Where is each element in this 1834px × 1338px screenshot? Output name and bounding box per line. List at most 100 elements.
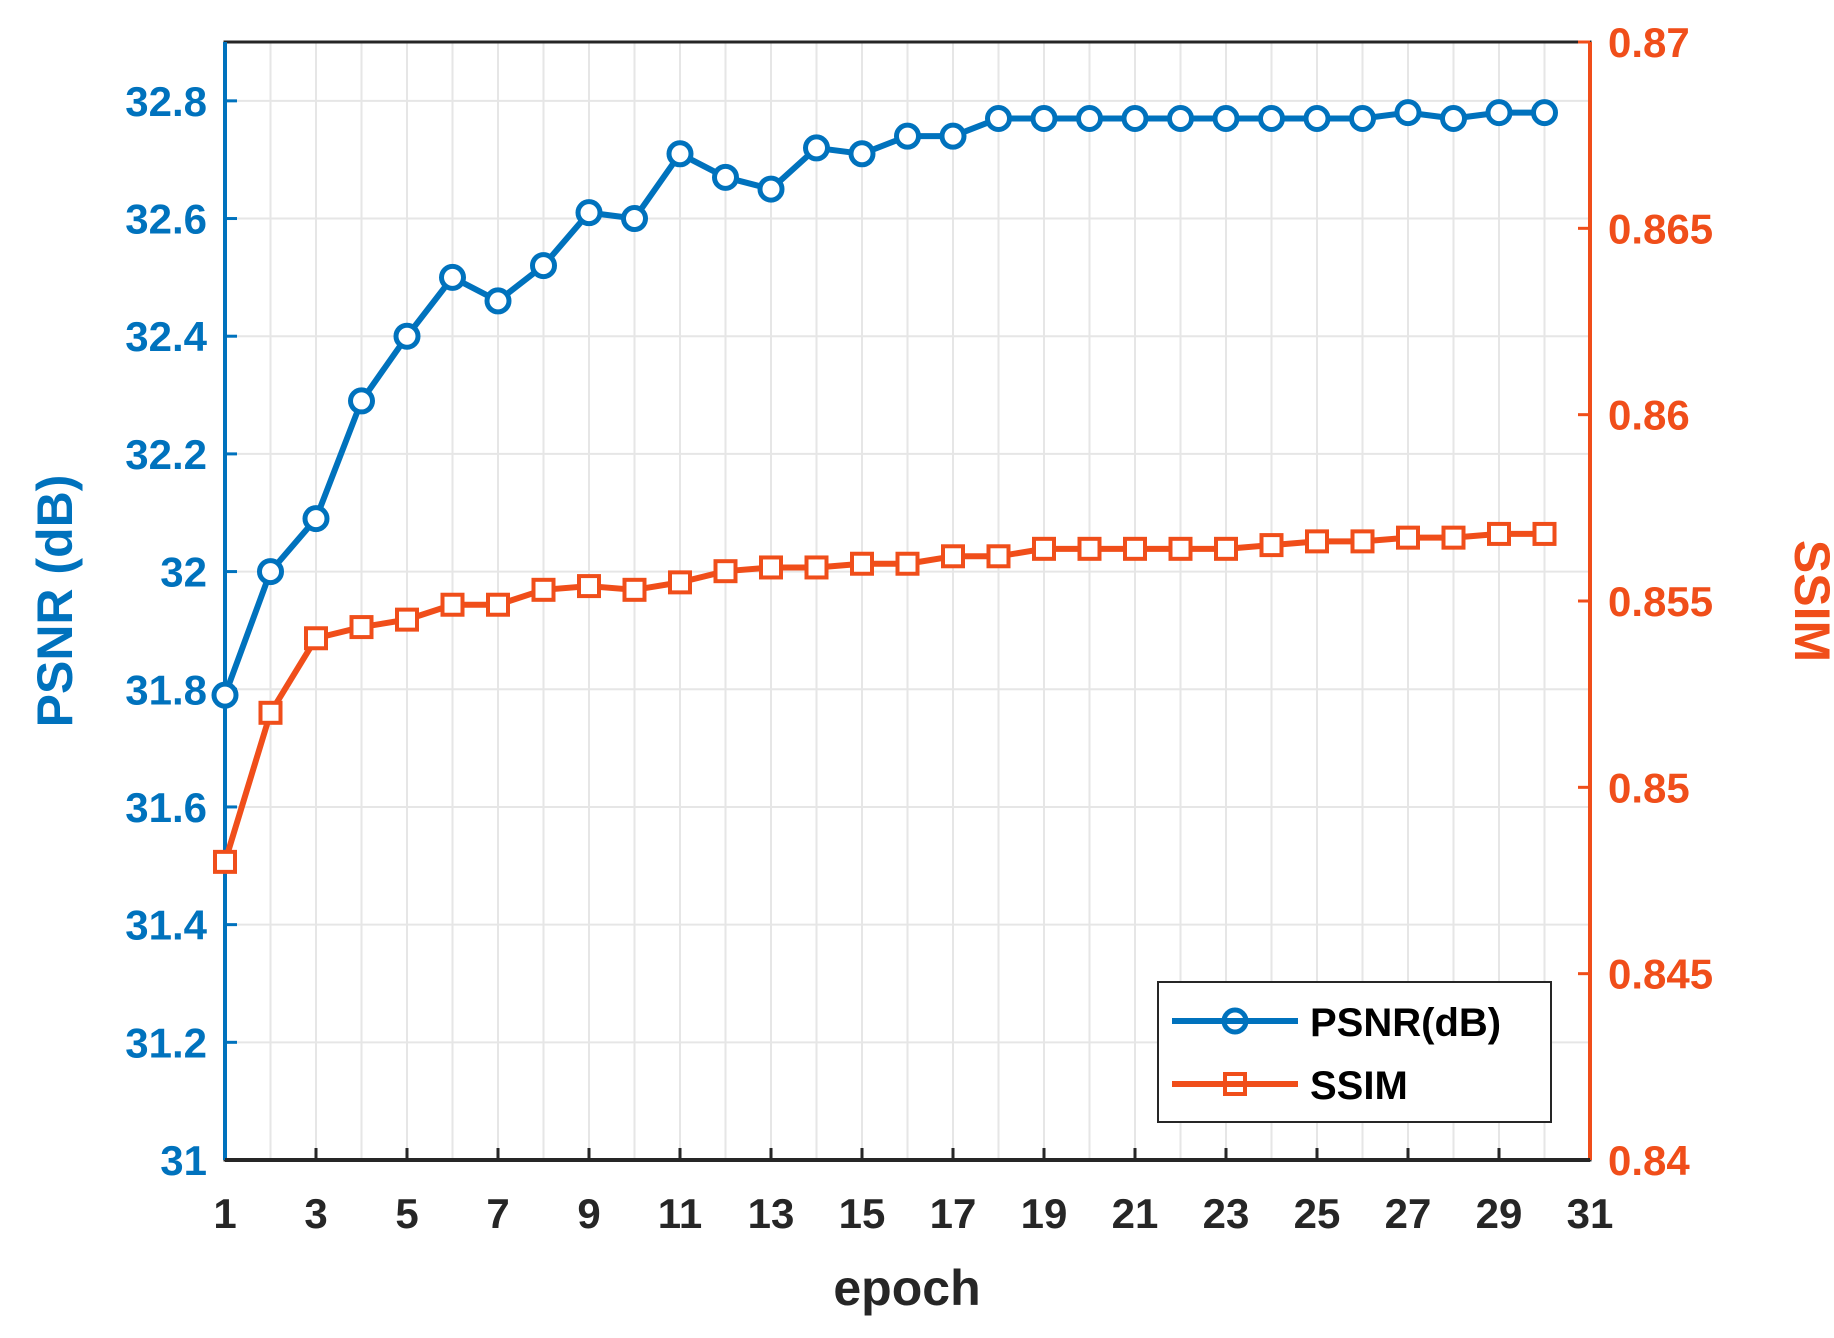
ssim-point <box>1077 536 1102 561</box>
ssim-point <box>1168 536 1193 561</box>
psnr-db-point <box>712 163 739 191</box>
ssim-point <box>713 559 738 584</box>
x-tick-label: 27 <box>1385 1190 1432 1237</box>
y-right-tick-label: 0.84 <box>1608 1137 1690 1184</box>
y-left-tick-label: 31.8 <box>125 666 207 713</box>
ssim-line <box>222 530 1545 863</box>
ssim-point <box>1259 533 1284 558</box>
y-right-tick-label: 0.87 <box>1608 19 1690 66</box>
legend-item-ssim: SSIM <box>1172 1064 1408 1108</box>
legend-box <box>1157 981 1552 1123</box>
psnr-db-point <box>1485 99 1513 127</box>
y-axis-label-right: SSIM <box>1784 540 1834 662</box>
x-tick-label: 29 <box>1476 1190 1523 1237</box>
legend-ssim-marker <box>1223 1072 1247 1096</box>
y-right-tick-label: 0.845 <box>1608 951 1713 998</box>
psnr-db-point <box>1349 104 1376 132</box>
legend-psnr-marker <box>1221 1007 1249 1035</box>
x-tick-label: 23 <box>1203 1190 1250 1237</box>
ssim-point <box>213 849 237 874</box>
series-ssim <box>213 521 1557 874</box>
psnr-db-point <box>1394 99 1422 127</box>
ssim-point <box>1305 529 1329 554</box>
ssim-point <box>850 551 874 576</box>
psnr-db-point <box>1440 104 1467 132</box>
ssim-point <box>577 574 601 599</box>
x-tick-label: 15 <box>839 1190 886 1237</box>
y-right-tick-label: 0.855 <box>1608 578 1713 625</box>
ssim-point <box>622 577 647 602</box>
x-tick-label: 1 <box>213 1190 236 1237</box>
ssim-point <box>1487 521 1511 546</box>
psnr-db-point <box>803 134 830 162</box>
y-right-tick-label: 0.865 <box>1608 205 1713 252</box>
psnr-db-point <box>1167 104 1194 132</box>
ssim-point <box>1123 536 1147 561</box>
psnr-db-point <box>439 263 466 291</box>
psnr-db-point <box>1212 104 1240 132</box>
y-left-tick-label: 32.4 <box>125 313 207 360</box>
ssim-point <box>986 544 1011 569</box>
ssim-point <box>531 577 556 602</box>
ssim-point <box>1441 525 1466 550</box>
axis-ticks: 1 3 5 7 9 11 13 15 17 19 21 23 25 27 29 313131.231.431.… <box>125 19 1713 1237</box>
y-left-tick-label: 32.6 <box>125 196 207 243</box>
x-tick-label: 25 <box>1294 1190 1341 1237</box>
ssim-point <box>668 570 692 595</box>
psnr-db-point <box>848 140 876 168</box>
legend-item-psnr: PSNR(dB) <box>1172 1001 1501 1045</box>
x-tick-label: 19 <box>1021 1190 1068 1237</box>
series-psnr-db <box>211 99 1558 709</box>
psnr-db-point <box>211 681 239 709</box>
ssim-point <box>1396 525 1420 550</box>
ssim-point <box>304 626 328 651</box>
ssim-point <box>895 551 920 576</box>
ssim-point <box>486 592 510 617</box>
ssim-point <box>1032 536 1056 561</box>
y-axis-label-left: PSNR (dB) <box>27 475 83 728</box>
psnr-db-point <box>393 322 421 350</box>
x-tick-label: 5 <box>395 1190 418 1237</box>
x-tick-label: 9 <box>577 1190 600 1237</box>
x-tick-label: 21 <box>1112 1190 1159 1237</box>
ssim-point <box>395 607 419 632</box>
x-tick-label: 7 <box>486 1190 509 1237</box>
psnr-db-point <box>348 387 375 415</box>
y-left-tick-label: 31.2 <box>125 1019 207 1066</box>
ssim-point <box>440 592 465 617</box>
ssim-point <box>349 615 374 640</box>
psnr-db-point <box>757 175 785 203</box>
ssim-point <box>1532 521 1557 546</box>
y-left-tick-label: 32.2 <box>125 431 207 478</box>
psnr-db-point <box>1531 99 1558 127</box>
legend-ssim-label: SSIM <box>1310 1064 1408 1108</box>
ssim-point <box>804 555 829 580</box>
x-tick-label: 13 <box>748 1190 795 1237</box>
ssim-point <box>941 544 965 569</box>
x-tick-label: 17 <box>930 1190 977 1237</box>
legend-psnr-label: PSNR(dB) <box>1310 1001 1501 1045</box>
x-tick-label: 11 <box>658 1190 702 1237</box>
y-left-tick-label: 31 <box>160 1137 207 1184</box>
psnr-db-point <box>985 104 1012 132</box>
psnr-db-point <box>1030 104 1058 132</box>
psnr-db-point <box>484 287 512 315</box>
psnr-db-point <box>666 140 694 168</box>
psnr-db-point <box>1076 104 1103 132</box>
psnr-db-point <box>894 122 921 150</box>
legend: PSNR(dB) SSIM <box>1157 981 1552 1123</box>
psnr-db-point <box>1121 104 1149 132</box>
x-tick-label: 3 <box>304 1190 327 1237</box>
psnr-db-point <box>621 205 648 233</box>
y-left-tick-label: 31.4 <box>125 902 207 949</box>
ssim-point <box>1214 536 1238 561</box>
psnr-db-point <box>575 199 603 227</box>
x-axis-label: epoch <box>833 1260 980 1316</box>
y-right-tick-label: 0.85 <box>1608 764 1690 811</box>
ssim-point <box>1350 529 1375 554</box>
psnr-db-point <box>939 122 967 150</box>
ssim-point <box>258 700 283 725</box>
x-tick-label: 31 <box>1567 1190 1614 1237</box>
psnr-db-point <box>257 558 284 586</box>
